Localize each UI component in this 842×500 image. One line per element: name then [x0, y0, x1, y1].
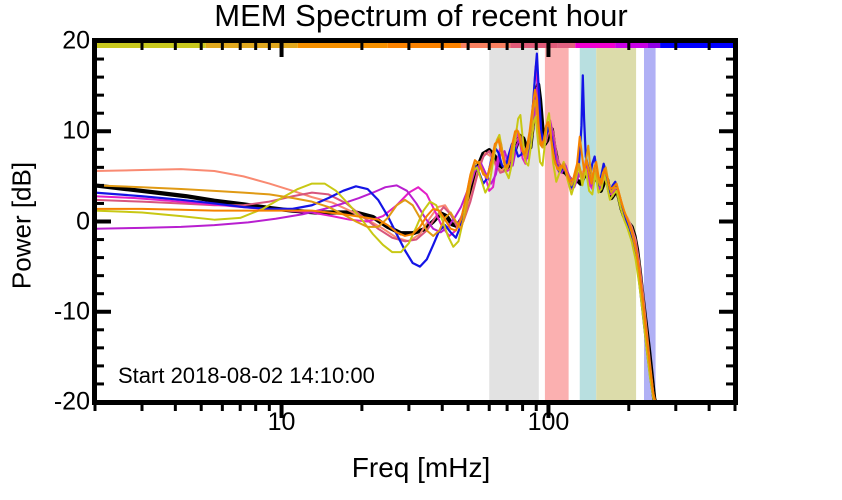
series-group — [95, 52, 658, 402]
x-axis-label: Freq [mHz] — [351, 452, 491, 483]
colorbar-segment-10 — [660, 41, 735, 48]
y-tick-label-20: 20 — [62, 26, 90, 55]
series-mean — [95, 82, 658, 402]
series-trace-olive — [95, 112, 657, 402]
colorbar-segment-3 — [387, 41, 461, 48]
y-axis-label: Power [dB] — [6, 161, 37, 290]
y-tick-label-0: 0 — [76, 207, 90, 235]
colorbar-segment-1 — [205, 41, 298, 48]
x-axis-bottom — [92, 400, 738, 405]
band-periwinkle — [643, 41, 656, 402]
x-tick-label-10: 10 — [267, 408, 296, 436]
colorbar-segment-4 — [460, 41, 511, 48]
colorbar-segment-5 — [510, 41, 558, 48]
band-gray — [489, 41, 539, 402]
chart-title: MEM Spectrum of recent hour — [214, 0, 628, 33]
y-axis-left — [92, 38, 97, 405]
y-tick-label--20: -20 — [53, 387, 90, 416]
colorbar-segment-9 — [647, 41, 661, 48]
shaded-bands-group — [489, 41, 656, 402]
series-trace-goldenrod — [95, 99, 657, 402]
series-trace-purple — [95, 86, 656, 402]
colorbar-segment-2 — [297, 41, 388, 48]
start-time-annotation: Start 2018-08-02 14:10:00 — [118, 363, 375, 388]
colorbar-segment-7 — [575, 41, 616, 48]
series-trace-magenta — [95, 65, 657, 402]
colorbar-segment-8 — [615, 41, 648, 48]
series-trace-orange — [95, 88, 657, 402]
series-trace-salmon — [95, 103, 657, 402]
colorbar-segment-6 — [557, 41, 576, 48]
y-axis-right — [733, 38, 738, 405]
y-tick-label--10: -10 — [53, 297, 90, 326]
y-tick-label-10: 10 — [62, 116, 90, 145]
x-axis-top — [92, 38, 738, 43]
series-trace-crimson — [95, 101, 657, 402]
colorbar-segment-0 — [95, 41, 206, 48]
spectrum-svg — [95, 41, 735, 402]
x-tick-label-100: 100 — [527, 408, 570, 436]
plot-area — [95, 41, 735, 402]
colorbar-group — [95, 41, 735, 48]
band-pink — [544, 41, 569, 402]
